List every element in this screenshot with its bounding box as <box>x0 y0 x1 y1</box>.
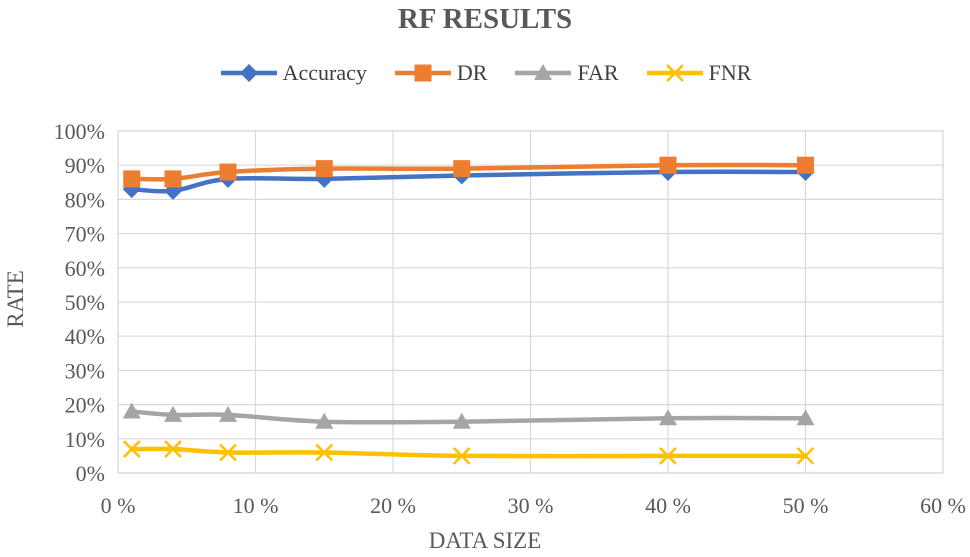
legend-marker <box>414 64 432 82</box>
x-tick-label: 0 % <box>101 493 136 518</box>
data-point-far <box>796 409 815 426</box>
legend: Accuracy DR FAR FNR <box>0 60 970 86</box>
legend-item-accuracy: Accuracy <box>219 60 367 86</box>
y-tick-label: 0% <box>76 461 105 486</box>
legend-marker <box>239 64 258 82</box>
y-tick-label: 30% <box>65 358 105 383</box>
data-point-far <box>659 409 677 426</box>
data-point-dr <box>315 160 333 178</box>
y-axis-label: RATE <box>3 270 28 328</box>
data-point-dr <box>123 170 141 188</box>
x-axis-label: DATA SIZE <box>428 528 542 553</box>
y-tick-label: 90% <box>65 153 105 178</box>
y-tick-label: 20% <box>65 393 105 418</box>
legend-swatch-far <box>515 64 572 80</box>
legend-swatch-dr <box>394 64 451 82</box>
y-tick-label: 40% <box>65 324 105 349</box>
data-point-fnr <box>659 447 677 465</box>
legend-item-fnr: FNR <box>645 60 752 86</box>
y-tick-label: 100% <box>54 119 105 144</box>
y-tick-label: 80% <box>65 187 105 212</box>
data-point-fnr <box>122 440 141 458</box>
chart-title: RF RESULTS <box>397 3 573 35</box>
legend-label: FNR <box>708 60 752 85</box>
x-tick-label: 30 % <box>508 493 554 518</box>
y-tick-label: 50% <box>65 290 105 315</box>
data-point-dr <box>797 156 814 174</box>
data-point-fnr <box>452 447 471 465</box>
legend-swatch-accuracy <box>220 64 277 82</box>
data-point-dr <box>659 156 677 174</box>
legend-label: FAR <box>577 60 619 85</box>
legend-label: Accuracy <box>282 60 367 85</box>
data-point-fnr <box>796 447 815 465</box>
data-point-fnr <box>219 443 237 462</box>
legend-marker <box>534 64 553 80</box>
legend-label: DR <box>456 60 488 85</box>
x-tick-label: 10 % <box>233 493 279 518</box>
data-point-far <box>164 405 182 422</box>
series-line-fnr <box>129 446 808 459</box>
data-point-far <box>315 412 334 429</box>
legend-marker <box>665 64 684 82</box>
data-point-dr <box>164 170 182 188</box>
x-tick-label: 60 % <box>920 493 966 518</box>
data-point-dr <box>219 163 237 181</box>
legend-item-dr: DR <box>393 60 488 86</box>
legend-item-far: FAR <box>513 60 619 86</box>
x-tick-label: 50 % <box>783 493 829 518</box>
y-tick-label: 60% <box>65 256 105 281</box>
plot-border <box>117 130 944 474</box>
y-tick-label: 10% <box>65 427 105 452</box>
legend-swatch-fnr <box>646 64 703 82</box>
x-tick-label: 40 % <box>645 493 691 518</box>
data-point-far <box>122 402 141 419</box>
x-tick-label: 20 % <box>370 493 416 518</box>
data-point-fnr <box>315 443 334 462</box>
data-point-dr <box>453 160 471 178</box>
y-tick-label: 70% <box>65 222 105 247</box>
data-point-fnr <box>164 440 182 458</box>
data-point-far <box>452 412 471 429</box>
data-point-far <box>219 405 237 422</box>
